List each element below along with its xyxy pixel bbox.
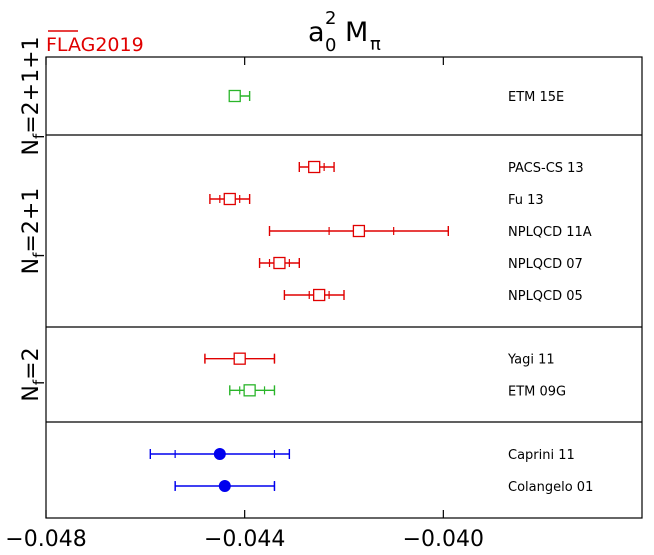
x-axis: −0.048 −0.044 −0.040 (5, 57, 484, 552)
point-label: NPLQCD 07 (508, 257, 583, 272)
plot-frame (45, 56, 643, 519)
marker-open-square (313, 288, 326, 302)
panel-label-tail: =2+1+1 (19, 36, 44, 133)
marker-filled-circle (218, 480, 231, 492)
chart-title-tail-subscript: π (370, 34, 381, 55)
data-point (268, 224, 449, 238)
panel-labels: Nf=2+1+1Nf=2+1Nf=2 (19, 36, 48, 401)
marker-filled-circle (213, 448, 226, 460)
data-point (149, 448, 291, 460)
chart-title-base: a (308, 17, 325, 48)
marker-open-square (243, 384, 256, 397)
flag-logo: FLAG2019 (46, 34, 144, 56)
data-point (228, 89, 251, 103)
marker-open-square (273, 256, 286, 270)
point-label: PACS-CS 13 (508, 161, 584, 176)
panel-label: Nf=2+1+1 (19, 36, 48, 155)
chart-title-subscript: 0 (325, 35, 336, 56)
data-point (174, 480, 276, 492)
x-tick-label: −0.040 (403, 527, 484, 552)
marker-open-square (223, 192, 236, 206)
marker-open-square (228, 89, 241, 103)
point-label: ETM 15E (508, 90, 564, 105)
panel-label-subscript: f (30, 133, 48, 139)
chart-title-superscript: 2 (325, 8, 336, 29)
data-point (229, 384, 276, 397)
point-label: Colangelo 01 (508, 480, 593, 495)
x-tick-label: −0.044 (204, 527, 285, 552)
point-label: Caprini 11 (508, 448, 575, 463)
panel-label-subscript: f (30, 379, 48, 385)
point-labels: ETM 15E PACS-CS 13 Fu 13 NPLQCD 11A NPLQCD 0… (507, 90, 593, 495)
point-label: Yagi 11 (507, 353, 555, 368)
panel-label-main: N (19, 258, 44, 274)
x-tick-label: −0.048 (5, 527, 86, 552)
chart-title-tail: M (345, 17, 368, 48)
panel-separators (46, 134, 642, 423)
marker-open-square (233, 352, 246, 365)
data-point (283, 288, 345, 302)
chart-title: a 0 2 M π (308, 8, 381, 56)
data-point (298, 160, 335, 174)
panel-label-subscript: f (30, 252, 48, 258)
point-label: NPLQCD 11A (508, 225, 592, 240)
panel-label-main: N (19, 139, 44, 155)
panel-label-tail: =2+1 (19, 188, 44, 253)
point-label: NPLQCD 05 (508, 289, 583, 304)
panel-label-main: N (19, 385, 44, 401)
data-point (258, 256, 300, 270)
panel-label: Nf=2+1 (19, 188, 48, 275)
data-point (209, 192, 251, 206)
panel-label: Nf=2 (19, 347, 48, 401)
marker-open-square (308, 160, 321, 174)
point-label: Fu 13 (508, 193, 544, 208)
marker-open-square (352, 224, 366, 238)
data-point (204, 352, 276, 365)
data-points (149, 89, 449, 492)
panel-label-tail: =2 (19, 347, 44, 379)
point-label: ETM 09G (508, 384, 566, 399)
